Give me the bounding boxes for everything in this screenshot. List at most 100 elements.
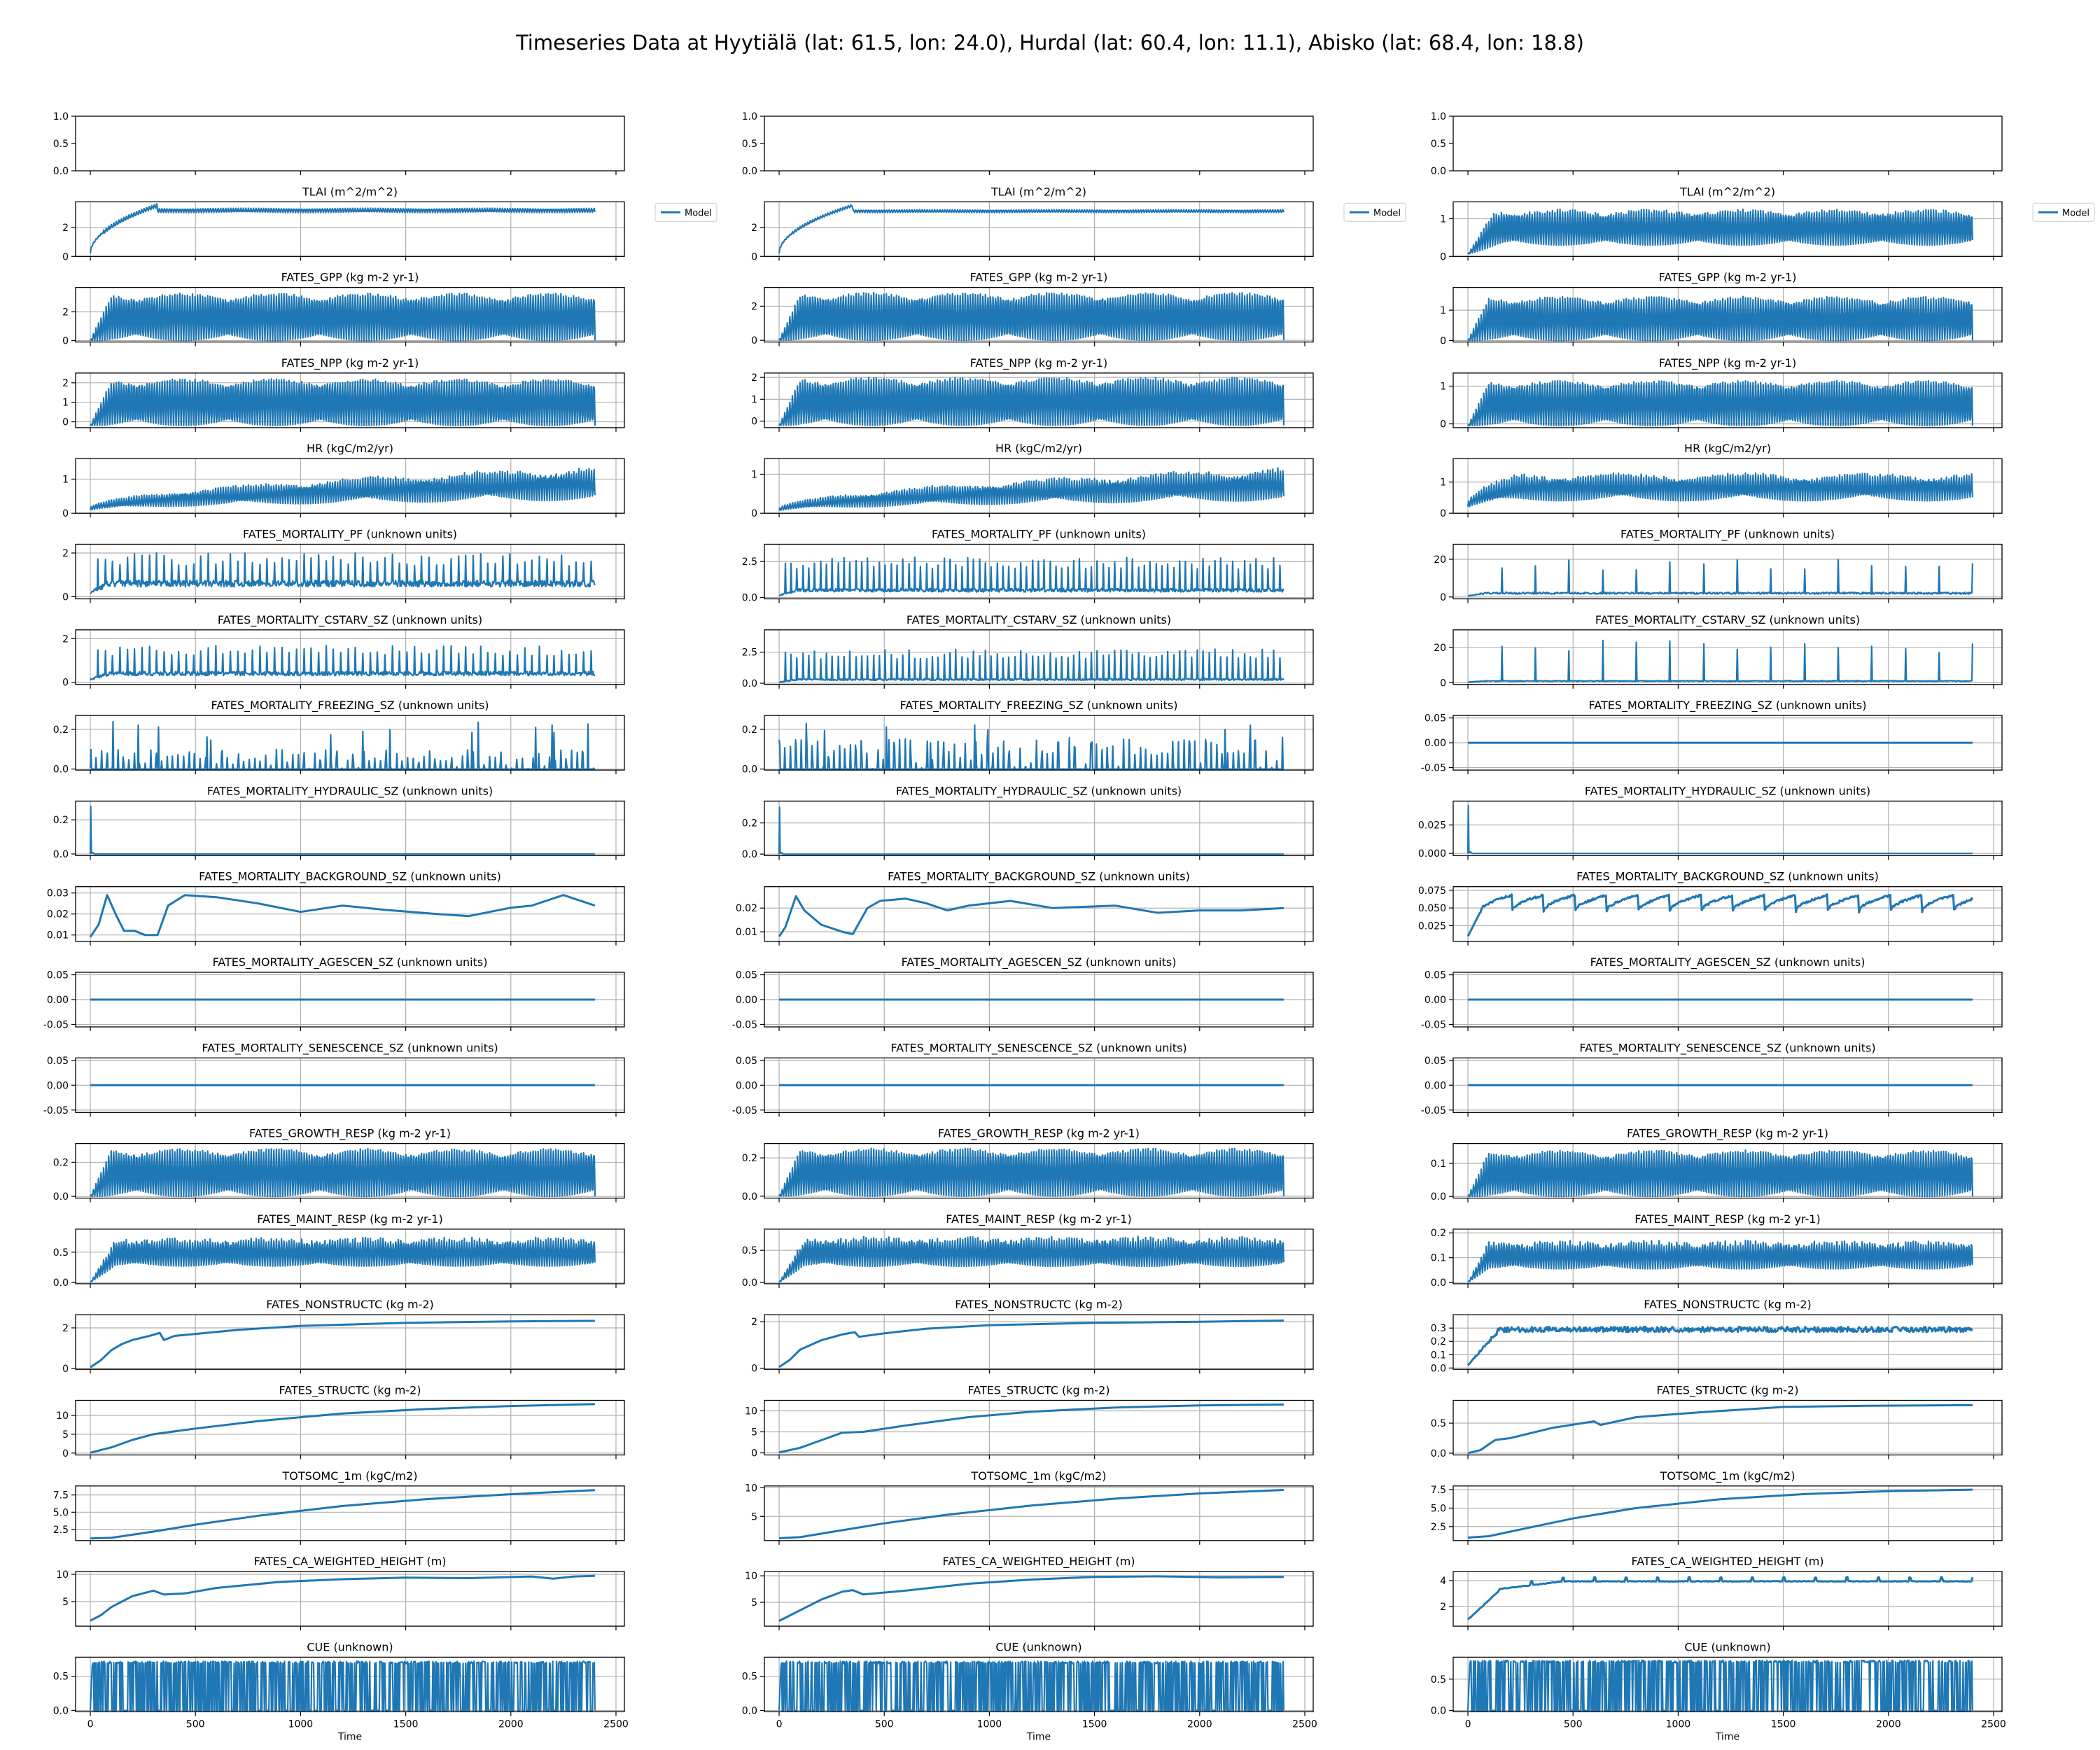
axes-frame bbox=[1452, 800, 2003, 857]
y-tick-label: 0.05 bbox=[1424, 970, 1446, 981]
axes-frame bbox=[75, 1571, 625, 1627]
subplot-title: FATES_MORTALITY_PF (unknown units) bbox=[243, 528, 457, 542]
y-tick-label: 0.00 bbox=[736, 1080, 757, 1091]
y-tick-label: 2 bbox=[751, 223, 757, 234]
x-tick-label: 1500 bbox=[1771, 1718, 1796, 1730]
subplot-title: FATES_MORTALITY_FREEZING_SZ (unknown uni… bbox=[900, 699, 1178, 713]
y-tick-label: 0.2 bbox=[742, 1153, 757, 1164]
y-tick-label: 2.5 bbox=[53, 1525, 69, 1536]
legend-label: Model bbox=[685, 208, 712, 218]
series-line bbox=[1467, 1239, 1973, 1283]
series-line bbox=[1466, 472, 1973, 507]
y-tick-label: 0 bbox=[751, 1364, 757, 1375]
subplot-title: CUE (unknown) bbox=[307, 1640, 393, 1653]
subplot-title: TOTSOMC_1m (kgC/m2) bbox=[971, 1469, 1107, 1483]
y-tick-label: 1.0 bbox=[742, 111, 757, 122]
y-tick-label: 1 bbox=[1440, 214, 1446, 225]
y-tick-label: 0 bbox=[62, 336, 69, 347]
y-tick-label: 2 bbox=[751, 1317, 757, 1328]
series-line bbox=[90, 552, 596, 594]
subplot-title: HR (kgC/m2/yr) bbox=[307, 442, 393, 455]
axes-frame bbox=[764, 115, 1314, 172]
series-line bbox=[1466, 804, 1973, 855]
subplot-title: FATES_GPP (kg m-2 yr-1) bbox=[970, 271, 1108, 285]
y-tick-label: 0 bbox=[1440, 678, 1446, 689]
x-axis-label: Time bbox=[1026, 1731, 1051, 1742]
y-tick-label: 0.0 bbox=[742, 592, 757, 603]
axes-frame bbox=[764, 1571, 1314, 1627]
series-line bbox=[89, 1660, 596, 1712]
axes-frame bbox=[1452, 372, 2003, 428]
y-tick-label: 1 bbox=[751, 469, 757, 480]
y-tick-label: 5 bbox=[62, 1429, 69, 1441]
y-tick-label: 7.5 bbox=[53, 1490, 69, 1502]
y-tick-label: 0 bbox=[1440, 508, 1446, 519]
series-line bbox=[778, 467, 1284, 512]
y-tick-label: 0.2 bbox=[53, 1157, 69, 1168]
y-tick-label: 0.5 bbox=[53, 139, 69, 150]
axes-frame bbox=[764, 629, 1314, 685]
subplot-title: FATES_MORTALITY_HYDRAULIC_SZ (unknown un… bbox=[207, 784, 493, 798]
y-tick-label: 0 bbox=[751, 416, 757, 428]
y-tick-label: 0.1 bbox=[1431, 1158, 1446, 1170]
series-line bbox=[90, 645, 596, 680]
axes-frame bbox=[75, 201, 625, 257]
y-tick-label: 0.0 bbox=[742, 166, 757, 177]
axes-frame bbox=[1452, 1314, 2003, 1370]
y-tick-label: 0.05 bbox=[736, 970, 757, 981]
y-tick-label: 0.0 bbox=[1431, 1278, 1446, 1289]
y-tick-label: -0.05 bbox=[732, 1019, 757, 1030]
series-line bbox=[1467, 379, 1973, 427]
series-line bbox=[778, 1147, 1284, 1197]
legend-box bbox=[654, 202, 718, 222]
y-tick-label: -0.05 bbox=[1421, 1105, 1446, 1116]
y-tick-label: 0.0 bbox=[1431, 1191, 1446, 1203]
subplot-title: FATES_GROWTH_RESP (kg m-2 yr-1) bbox=[249, 1127, 451, 1141]
x-tick-label: 0 bbox=[1465, 1718, 1471, 1730]
series-line bbox=[778, 1404, 1284, 1454]
y-tick-label: 0 bbox=[1440, 251, 1446, 262]
y-tick-label: 1 bbox=[751, 394, 757, 405]
subplot-title: FATES_MORTALITY_FREEZING_SZ (unknown uni… bbox=[211, 699, 489, 713]
y-tick-label: 0 bbox=[62, 417, 69, 428]
y-tick-label: 0 bbox=[1440, 592, 1446, 603]
x-tick-label: 2000 bbox=[1876, 1718, 1901, 1730]
y-tick-label: 0.2 bbox=[1431, 1228, 1446, 1239]
subplot-title: FATES_CA_WEIGHTED_HEIGHT (m) bbox=[1631, 1555, 1823, 1569]
y-tick-label: -0.05 bbox=[1421, 1019, 1446, 1030]
subplot-title: FATES_MAINT_RESP (kg m-2 yr-1) bbox=[946, 1212, 1131, 1226]
series-line bbox=[778, 204, 1284, 254]
y-tick-label: 0 bbox=[62, 592, 69, 603]
y-tick-label: 0.0 bbox=[53, 1191, 69, 1203]
y-tick-label: 0.05 bbox=[1424, 713, 1446, 724]
y-tick-label: -0.05 bbox=[1421, 763, 1446, 774]
subplot-title: FATES_MORTALITY_PF (unknown units) bbox=[1620, 528, 1835, 542]
subplot-title: FATES_NPP (kg m-2 yr-1) bbox=[1659, 356, 1796, 370]
y-tick-label: 0.2 bbox=[53, 815, 69, 826]
subplot-title: FATES_MORTALITY_SENESCENCE_SZ (unknown u… bbox=[1579, 1041, 1875, 1055]
y-tick-label: 0.0 bbox=[1431, 1448, 1446, 1460]
y-tick-label: 5.0 bbox=[1431, 1503, 1446, 1514]
y-tick-label: 1 bbox=[62, 474, 69, 485]
subplot-title: FATES_MORTALITY_BACKGROUND_SZ (unknown u… bbox=[888, 870, 1190, 884]
series-line bbox=[778, 1489, 1284, 1539]
subplot-title: CUE (unknown) bbox=[995, 1640, 1082, 1653]
x-tick-label: 1500 bbox=[1082, 1718, 1107, 1730]
y-tick-label: 0.00 bbox=[1424, 995, 1446, 1006]
y-tick-label: 2 bbox=[751, 372, 757, 384]
y-tick-label: 0.0 bbox=[53, 166, 69, 177]
series-line bbox=[1467, 1149, 1973, 1198]
subplot-title: TOTSOMC_1m (kgC/m2) bbox=[282, 1469, 418, 1483]
axes-frame bbox=[75, 1142, 625, 1199]
subplot-title: FATES_MORTALITY_HYDRAULIC_SZ (unknown un… bbox=[1585, 784, 1870, 798]
y-tick-label: 0.05 bbox=[1424, 1056, 1446, 1067]
x-tick-label: 500 bbox=[1564, 1718, 1583, 1730]
subplot-title: HR (kgC/m2/yr) bbox=[995, 442, 1082, 455]
subplot-title: FATES_MORTALITY_HYDRAULIC_SZ (unknown un… bbox=[896, 784, 1182, 798]
axes-frame bbox=[764, 286, 1314, 343]
subplot-title: FATES_MAINT_RESP (kg m-2 yr-1) bbox=[257, 1212, 442, 1226]
y-tick-label: 0.5 bbox=[1431, 1674, 1446, 1686]
subplot-title: FATES_NPP (kg m-2 yr-1) bbox=[281, 356, 419, 370]
axes-frame bbox=[1452, 1399, 2003, 1456]
